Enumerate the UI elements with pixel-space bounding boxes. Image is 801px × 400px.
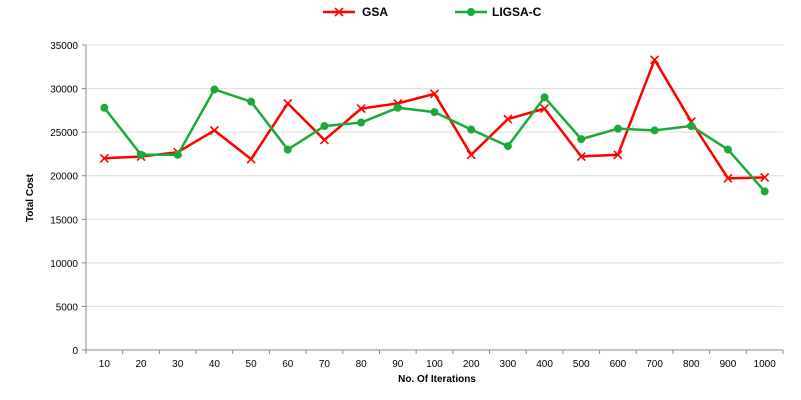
y-tick-label: 5000	[56, 302, 79, 313]
x-tick-label: 90	[392, 359, 404, 370]
legend-label: LIGSA-C	[492, 5, 542, 19]
data-point	[650, 55, 660, 65]
gridlines	[86, 44, 783, 307]
legend-entry: LIGSA-C	[455, 5, 542, 19]
data-point	[577, 135, 586, 144]
x-tick-label: 20	[135, 359, 147, 370]
x-tick-label: 200	[463, 359, 480, 370]
x-tick-label: 1000	[754, 359, 777, 370]
data-point	[760, 187, 769, 196]
data-point	[429, 89, 440, 99]
legend-label: GSA	[362, 5, 388, 19]
data-point	[393, 103, 402, 112]
data-point	[723, 145, 732, 154]
data-point	[540, 93, 549, 102]
y-tick-label: 10000	[50, 259, 78, 270]
data-point	[319, 135, 330, 145]
data-point	[687, 122, 696, 131]
data-point	[246, 154, 256, 164]
x-tick-label: 70	[319, 359, 331, 370]
x-tick-label: 700	[646, 359, 663, 370]
x-axis-title: No. Of Iterations	[398, 374, 476, 385]
x-tick-label: 900	[720, 359, 737, 370]
data-point	[723, 173, 733, 183]
data-point	[539, 104, 550, 114]
y-tick-label: 20000	[50, 172, 78, 183]
data-point	[650, 126, 659, 135]
legend-entry: GSA	[323, 5, 388, 19]
x-tick-label: 800	[683, 359, 700, 370]
data-point	[613, 124, 622, 133]
legend-marker	[334, 7, 344, 17]
y-tick-label: 30000	[50, 85, 78, 96]
data-point	[503, 114, 513, 124]
series-ligsa-c	[100, 85, 769, 196]
series-line	[104, 58, 765, 180]
x-tick-label: 300	[500, 359, 517, 370]
y-tick-label: 35000	[50, 41, 78, 52]
data-point	[247, 97, 256, 106]
y-tick-label: 15000	[50, 215, 78, 226]
x-tick-label: 10	[99, 359, 111, 370]
x-axis-ticks: 10 20 30 40 50 60 70 80 90 100 200 300 400 500 600 700 8…	[85, 350, 784, 370]
data-point	[356, 104, 366, 114]
data-point	[576, 151, 586, 162]
x-tick-label: 100	[426, 359, 443, 370]
data-point	[173, 150, 182, 159]
data-point	[137, 150, 146, 159]
x-tick-label: 500	[573, 359, 590, 370]
series-layer	[99, 55, 770, 196]
x-tick-label: 40	[209, 359, 221, 370]
x-tick-label: 60	[282, 359, 294, 370]
data-point	[467, 125, 476, 134]
legend: GSA LIGSA-C	[323, 5, 542, 19]
data-point	[357, 118, 366, 127]
series-gsa	[99, 55, 770, 183]
x-tick-label: 30	[172, 359, 184, 370]
data-point	[99, 153, 109, 163]
data-point	[100, 103, 109, 112]
data-point	[503, 142, 512, 151]
y-tick-label: 0	[72, 346, 78, 357]
y-axis-title: Total Cost	[25, 173, 36, 222]
data-point	[466, 150, 476, 160]
data-point	[613, 150, 623, 160]
x-tick-label: 400	[536, 359, 553, 370]
data-point	[760, 172, 770, 183]
legend-marker	[467, 8, 475, 16]
data-point	[283, 145, 292, 154]
data-point	[283, 98, 293, 108]
x-tick-label: 50	[246, 359, 258, 370]
data-point	[320, 122, 329, 131]
y-tick-label: 25000	[50, 128, 78, 139]
data-point	[209, 125, 219, 135]
x-tick-label: 80	[356, 359, 368, 370]
data-point	[210, 85, 219, 94]
data-point	[430, 108, 439, 117]
x-tick-label: 600	[610, 359, 627, 370]
y-axis-ticks: 0 5000 10000 15000 20000 25000 30000 35000	[50, 41, 86, 357]
